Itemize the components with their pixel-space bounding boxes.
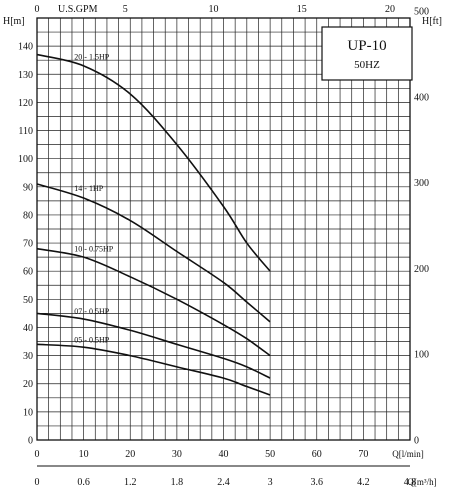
left-axis-label: H[m] [3, 16, 25, 27]
curve-label: 07 - 0.5HP [74, 307, 109, 316]
x-bottom-lmin-tick-label: 10 [79, 449, 89, 460]
curve-05-0-5hp [36, 343, 271, 396]
y-left-tick-label: 10 [23, 407, 33, 418]
y-left-tick-label: 120 [18, 98, 33, 109]
y-left-tick-label: 130 [18, 70, 33, 81]
x-bottom-m3h-tick-label: 2.4 [217, 477, 230, 488]
y-right-tick-label: 500 [414, 7, 429, 18]
y-left-tick-label: 50 [23, 295, 33, 306]
x-bottom-m3h-tick-label: 4.2 [357, 477, 370, 488]
x-top-tick-label: 10 [208, 4, 218, 15]
x-bottom-m3h-tick-label: 0 [35, 477, 40, 488]
curve-10-0-75hp [36, 247, 271, 357]
y-left-tick-label: 90 [23, 182, 33, 193]
x-bottom-lmin-tick-label: 70 [358, 449, 368, 460]
y-right-tick-label: 100 [414, 350, 429, 361]
y-left-tick-label: 100 [18, 154, 33, 165]
x-top-tick-label: 5 [123, 4, 128, 15]
bottom-axis-label-lmin: Q[l/min] [392, 449, 424, 459]
y-left-tick-label: 110 [18, 126, 33, 137]
x-bottom-lmin-tick-label: 60 [312, 449, 322, 460]
x-bottom-lmin-tick-label: 20 [125, 449, 135, 460]
y-right-tick-label: 300 [414, 178, 429, 189]
chart-title: UP-10 [347, 38, 386, 54]
x-bottom-m3h-tick-label: 1.2 [124, 477, 137, 488]
x-bottom-lmin-tick-label: 0 [35, 449, 40, 460]
curve-label: 05 - 0.5HP [74, 336, 109, 345]
x-bottom-m3h-tick-label: 1.8 [171, 477, 184, 488]
right-axis-label: H[ft] [422, 16, 442, 27]
y-right-tick-label: 200 [414, 264, 429, 275]
tick-labels: 0102030405060708090100110120130140010020… [18, 4, 429, 488]
x-top-tick-label: 0 [35, 4, 40, 15]
curve-14-1hp [36, 183, 271, 323]
x-bottom-m3h-tick-label: 3.6 [311, 477, 324, 488]
x-bottom-lmin-tick-label: 50 [265, 449, 275, 460]
title-box [321, 26, 413, 81]
x-bottom-m3h-tick-label: 3 [268, 477, 273, 488]
curve-label: 10 - 0.75HP [74, 244, 113, 253]
y-left-tick-label: 60 [23, 267, 33, 278]
y-left-tick-label: 70 [23, 239, 33, 250]
chart-subtitle: 50HZ [354, 59, 380, 71]
y-left-tick-label: 40 [23, 323, 33, 334]
y-left-tick-label: 80 [23, 210, 33, 221]
top-axis-label: U.S.GPM [58, 4, 98, 15]
curve-label: 20 - 1.5HP [74, 53, 109, 62]
y-left-tick-label: 30 [23, 351, 33, 362]
plot-frame [36, 17, 411, 441]
bottom-axis-label-m3h: Q[m³/h] [407, 477, 436, 487]
x-bottom-m3h-tick-label: 0.6 [77, 477, 90, 488]
performance-curves: 20 - 1.5HP 14 - 1HP 10 - 0.75HP 07 - 0.5HP 0… [36, 53, 271, 396]
x-top-tick-label: 20 [385, 4, 395, 15]
y-right-tick-label: 400 [414, 92, 429, 103]
axes [36, 17, 411, 467]
curve-20-1-5hp [36, 53, 271, 272]
x-bottom-m3h-tick-label: 4.8 [404, 477, 417, 488]
y-left-tick-label: 0 [28, 436, 33, 447]
x-top-tick-label: 15 [297, 4, 307, 15]
y-right-tick-label: 0 [414, 436, 419, 447]
curve-label: 14 - 1HP [74, 184, 103, 193]
y-left-tick-label: 20 [23, 379, 33, 390]
curve-07-0-5hp [36, 312, 271, 379]
y-left-tick-label: 140 [18, 42, 33, 53]
x-bottom-lmin-tick-label: 40 [219, 449, 229, 460]
grid [36, 17, 411, 441]
x-bottom-lmin-tick-label: 30 [172, 449, 182, 460]
